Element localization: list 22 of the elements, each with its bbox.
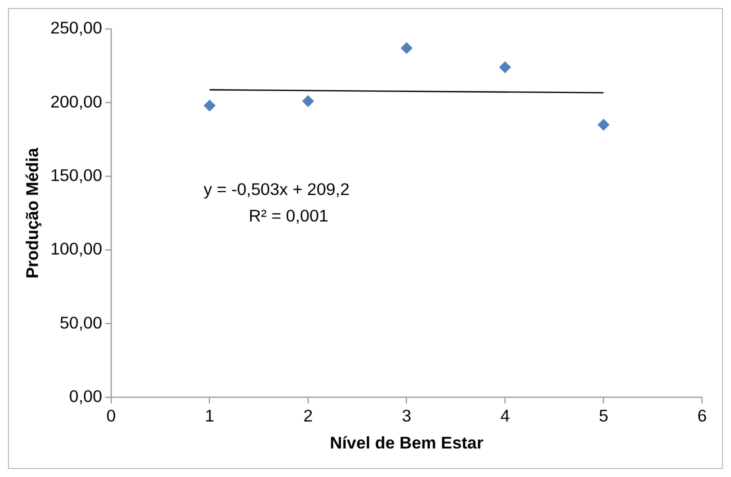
y-tick-label: 150,00 [50,166,102,186]
x-tick-label: 0 [106,406,116,426]
x-tick-label: 5 [598,406,608,426]
y-tick-label: 200,00 [50,92,102,112]
annotation: R² = 0,001 [248,206,328,226]
point [400,42,413,54]
x-tick-label: 4 [500,406,510,426]
annotation: y = -0,503x + 209,2 [204,180,350,199]
point [302,95,314,108]
point [598,118,610,131]
point [499,61,512,74]
x-axis-title: Nível de Bem Estar [330,434,484,453]
x-tick-label: 3 [402,406,412,426]
y-tick-label: 250,00 [50,18,102,38]
y-tick-label: 100,00 [50,240,102,259]
x-tick-label: 1 [204,406,214,426]
y-axis-title: Produção Média [22,147,42,279]
x-tick-label: 2 [303,406,313,426]
y-tick-label: 0,00 [69,387,102,406]
point [204,100,216,112]
y-tick-label: 50,00 [60,313,102,332]
x-tick-label: 6 [697,406,707,426]
